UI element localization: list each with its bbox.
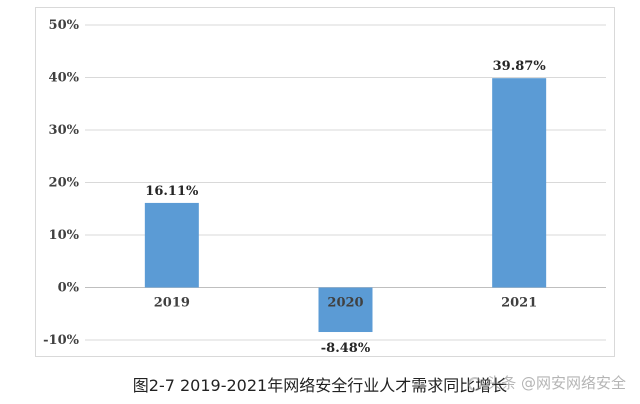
y-tick-label: 50% bbox=[49, 18, 80, 33]
bar bbox=[144, 202, 199, 288]
x-tick-label: 2019 bbox=[154, 296, 190, 311]
bar bbox=[318, 287, 373, 333]
bar-chart: 50% 40% 30% 20% 10% 0% -10% 16.11% 2019 -8.48% 202… bbox=[43, 18, 606, 356]
chart-caption: 图2-7 2019-2021年网络安全行业人才需求同比增长 bbox=[132, 376, 508, 395]
watermark-logo-icon bbox=[468, 377, 483, 391]
y-tick-label: 0% bbox=[58, 281, 80, 296]
y-tick-label: -10% bbox=[43, 333, 79, 348]
y-tick-label: 10% bbox=[49, 228, 80, 243]
y-tick-label: 30% bbox=[49, 123, 80, 138]
data-label: -8.48% bbox=[321, 341, 371, 356]
y-tick-label: 20% bbox=[49, 176, 80, 191]
chart-frame: 50% 40% 30% 20% 10% 0% -10% 16.11% 2019 -8.48% 202… bbox=[35, 7, 615, 357]
watermark: 头条 @网安网络安全 bbox=[468, 372, 626, 393]
data-label: 16.11% bbox=[145, 184, 199, 199]
data-label: 39.87% bbox=[493, 59, 547, 74]
y-tick-label: 40% bbox=[49, 71, 80, 86]
watermark-text: 头条 @网安网络安全 bbox=[486, 374, 626, 392]
bar bbox=[492, 78, 547, 288]
x-tick-label: 2021 bbox=[501, 296, 537, 311]
x-tick-label: 2020 bbox=[327, 296, 363, 311]
